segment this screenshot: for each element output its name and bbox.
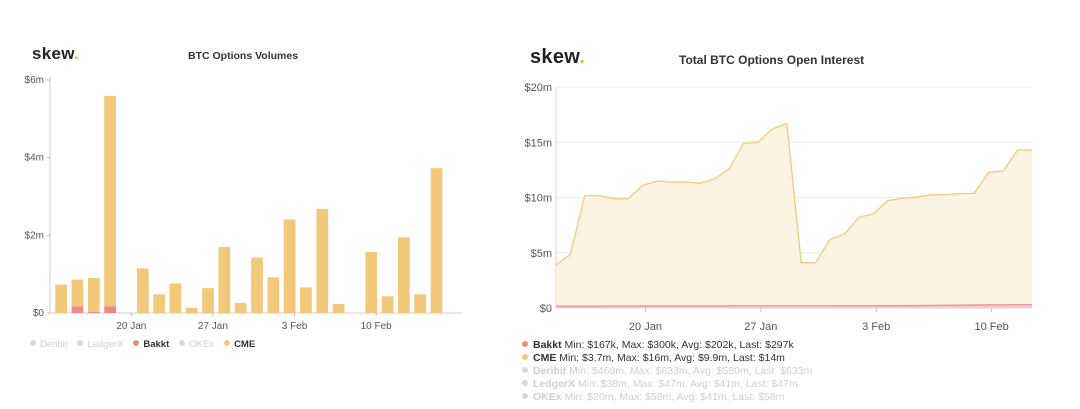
bar-cme[interactable]	[185, 307, 198, 313]
legend-swatch	[179, 340, 186, 346]
chart-title: BTC Options Volumes	[188, 50, 299, 62]
x-tick-label: 3 Feb	[862, 321, 890, 333]
legend-label: CME	[234, 339, 256, 350]
line-bakkt[interactable]	[556, 304, 1032, 307]
y-tick-label: $2m	[25, 230, 44, 241]
open-interest-area-chart: $0 $5m $10m $15m $20m 20 Jan 27 Jan 3 Feb 10 Feb	[524, 82, 1032, 333]
bar-cme[interactable]	[251, 257, 263, 313]
legend-stats: Min: $3.7m, Max: $16m, Avg: $9.9m, Last:…	[556, 352, 785, 364]
bar-cme[interactable]	[430, 168, 443, 313]
legend-item-ledgerx[interactable]: LedgerX Min: $38m, Max: $47m, Avg: $41m,…	[522, 378, 812, 391]
bar-cme[interactable]	[398, 237, 410, 313]
skew-logo: skew.	[530, 46, 586, 68]
area-cme[interactable]	[556, 123, 1032, 307]
bar-cme[interactable]	[414, 294, 427, 313]
bar-cme[interactable]	[365, 252, 378, 313]
legend-item-bakkt[interactable]: Bakkt	[133, 339, 169, 350]
x-tick-label: 27 Jan	[198, 321, 228, 330]
legend-swatch	[133, 340, 140, 346]
bar-cme[interactable]	[332, 304, 345, 313]
x-tick-label: 27 Jan	[744, 321, 777, 333]
legend-stats: Min: $469m, Max: $633m, Avg: $580m, Last…	[566, 365, 813, 377]
chart-title: Total BTC Options Open Interest	[679, 53, 865, 67]
bar-bakkt[interactable]	[71, 306, 84, 313]
legend-label: Deribit	[533, 365, 567, 377]
y-tick-label: $4m	[25, 153, 44, 164]
legend-label: OKEx	[533, 391, 562, 403]
bar-cme[interactable]	[316, 208, 329, 313]
volume-bar-chart: $0 $2m $4m $6m 20 Jan 27 Jan 3 Feb 10 Feb	[25, 75, 462, 330]
legend-swatch	[522, 354, 528, 360]
x-tick-label: 3 Feb	[282, 321, 308, 330]
legend-stats: Min: $20m, Max: $58m, Avg: $41m, Last: $…	[561, 391, 785, 403]
bar-cme[interactable]	[300, 287, 312, 313]
legend-swatch	[522, 341, 528, 347]
x-tick-label: 10 Feb	[974, 321, 1008, 333]
legend-swatch	[522, 393, 528, 399]
bar-cme[interactable]	[283, 219, 296, 313]
legend-swatch	[30, 340, 36, 346]
legend-item-deribit[interactable]: Deribit Min: $469m, Max: $633m, Avg: $58…	[522, 365, 812, 378]
volume-legend: Deribit LedgerX Bakkt OKEx CME	[30, 339, 265, 350]
bar-cme[interactable]	[153, 294, 165, 313]
y-tick-label: $20m	[524, 82, 552, 94]
legend-item-okex[interactable]: OKEx	[179, 339, 214, 350]
legend-item-cme[interactable]: CME Min: $3.7m, Max: $16m, Avg: $9.9m, L…	[522, 352, 812, 365]
skew-logo: skew.	[32, 44, 80, 63]
bar-cme[interactable]	[234, 302, 247, 313]
x-tick-label: 20 Jan	[629, 321, 662, 333]
legend-swatch	[224, 340, 231, 346]
bar-cme[interactable]	[136, 268, 149, 313]
legend-label: OKEx	[189, 339, 215, 350]
legend-item-deribit[interactable]: Deribit	[30, 339, 67, 350]
legend-stats: Min: $38m, Max: $47m, Avg: $41m, Last: $…	[575, 378, 798, 390]
bar-cme[interactable]	[169, 283, 182, 313]
y-tick-label: $10m	[524, 193, 552, 205]
legend-label: Bakkt	[533, 339, 562, 351]
bar-cme[interactable]	[202, 288, 214, 313]
legend-stats: Min: $167k, Max: $300k, Avg: $202k, Last…	[561, 339, 794, 351]
legend-swatch	[77, 340, 84, 346]
bar-bakkt[interactable]	[87, 311, 100, 313]
y-tick-label: $0	[33, 308, 45, 319]
legend-label: LedgerX	[533, 378, 576, 390]
legend-item-ledgerx[interactable]: LedgerX	[77, 339, 123, 350]
x-tick-label: 20 Jan	[116, 321, 146, 330]
legend-item-bakkt[interactable]: Bakkt Min: $167k, Max: $300k, Avg: $202k…	[522, 339, 812, 352]
y-tick-label: $6m	[25, 75, 44, 86]
bar-bakkt[interactable]	[104, 306, 116, 313]
legend-label: Deribit	[40, 339, 68, 350]
x-tick-label: 10 Feb	[361, 321, 393, 330]
bar-cme[interactable]	[104, 95, 116, 307]
volume-chart-panel: skew. BTC Options Volumes $0 $2m $4m $6m 20 …	[0, 0, 480, 409]
legend-item-cme[interactable]: CME	[224, 339, 255, 350]
legend-label: Bakkt	[143, 339, 170, 350]
legend-item-okex[interactable]: OKEx Min: $20m, Max: $58m, Avg: $41m, La…	[522, 391, 812, 404]
open-interest-chart-panel: skew. Total BTC Options Open Interest $0…	[500, 0, 1080, 409]
bar-cme[interactable]	[381, 296, 394, 313]
bar-cme[interactable]	[71, 279, 84, 307]
bar-cme[interactable]	[55, 284, 68, 313]
legend-swatch	[522, 367, 528, 373]
bar-cme[interactable]	[267, 277, 280, 313]
open-interest-legend: Bakkt Min: $167k, Max: $300k, Avg: $202k…	[522, 339, 812, 404]
bar-cme[interactable]	[218, 246, 231, 313]
y-tick-label: $5m	[531, 248, 552, 260]
y-tick-label: $0	[540, 303, 552, 315]
bar-cme[interactable]	[87, 278, 100, 312]
line-cme[interactable]	[555, 122, 1032, 266]
legend-label: LedgerX	[87, 339, 124, 350]
legend-swatch	[522, 380, 528, 386]
legend-label: CME	[533, 352, 557, 364]
y-tick-label: $15m	[524, 137, 552, 149]
